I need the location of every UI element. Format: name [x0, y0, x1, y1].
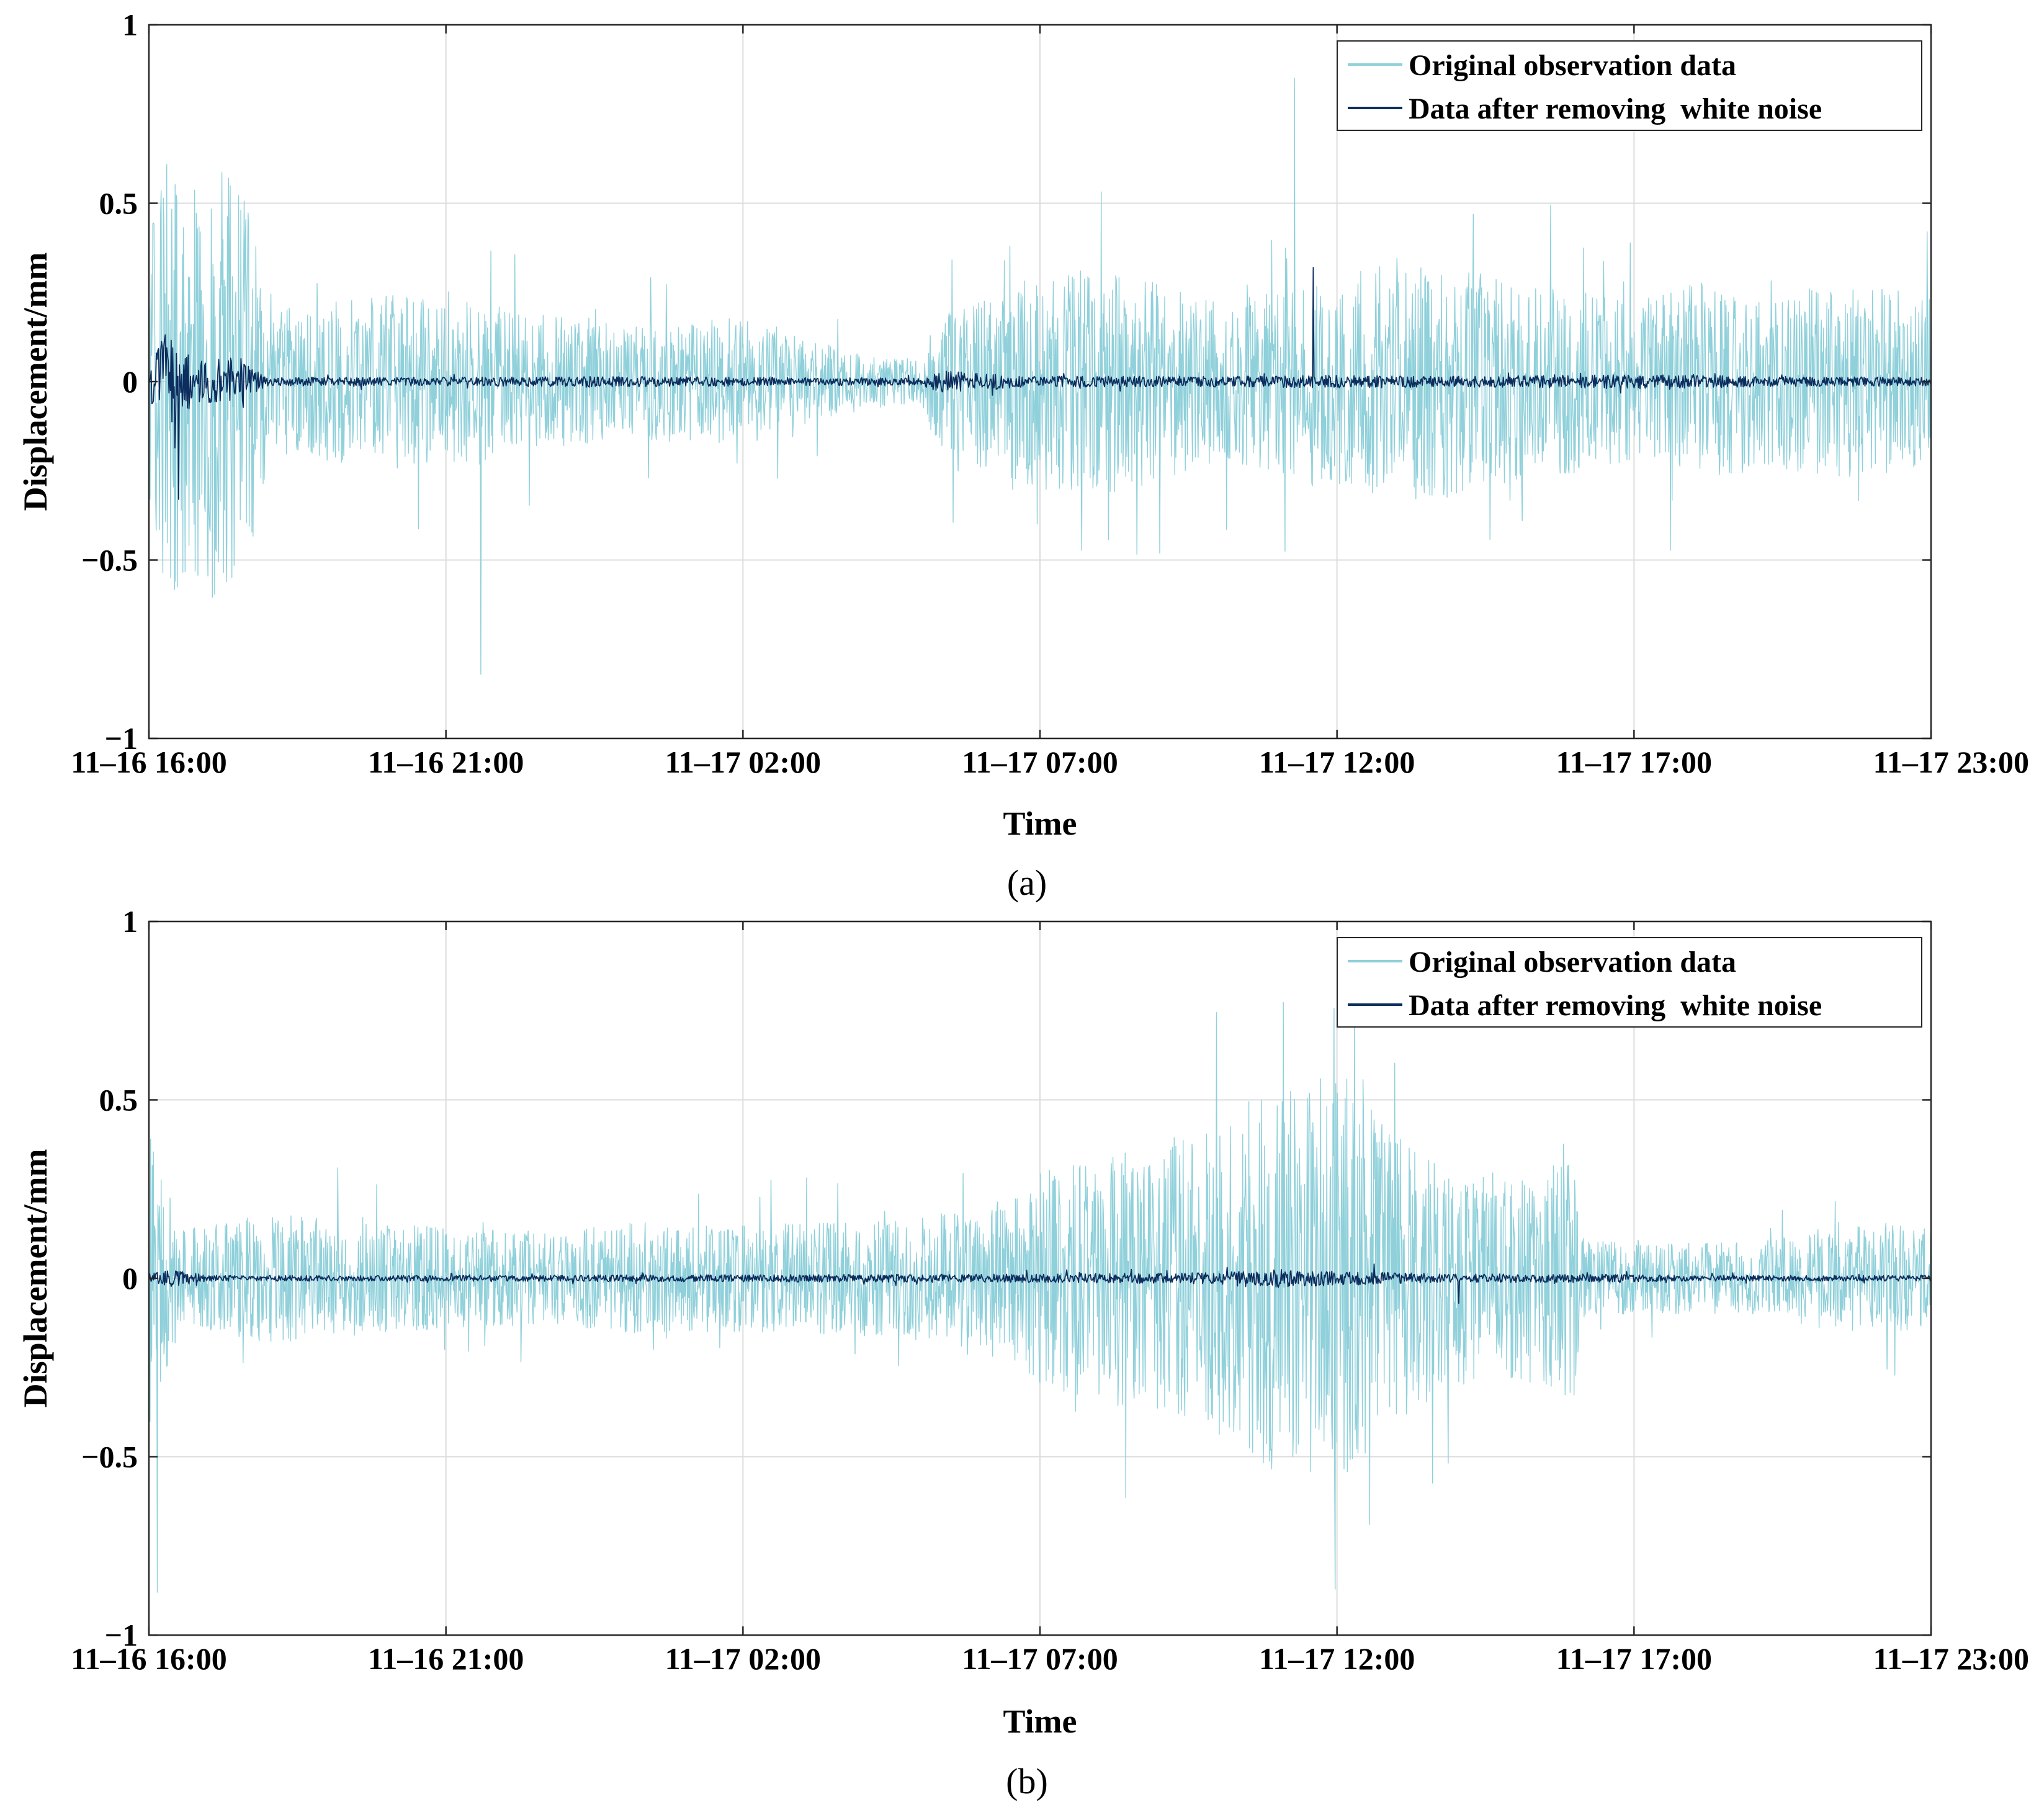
x-tick-label: 11–17 23:00: [1873, 1641, 2029, 1676]
x-tick-label: 11–17 02:00: [665, 1641, 821, 1676]
caption-b: (b): [1006, 1761, 1048, 1801]
caption-a: (a): [1007, 863, 1047, 903]
series-line-original: [148, 967, 1932, 1593]
legend-b: Original observation data Data after rem…: [1337, 937, 1922, 1028]
legend-a: Original observation data Data after rem…: [1337, 40, 1922, 131]
x-ticks-a: 11–16 16:00 11–16 21:00 11–17 02:00 11–17 0…: [71, 25, 2029, 779]
x-tick-label: 11–17 07:00: [962, 1641, 1118, 1676]
y-axis-label-b: Displacement/mm: [17, 1149, 54, 1408]
y-tick-label: 1: [122, 904, 138, 939]
legend-box-a: [1337, 40, 1922, 131]
x-tick-label: 11–17 17:00: [1556, 1641, 1712, 1676]
y-tick-label: −0.5: [81, 1440, 138, 1474]
panel-a: −1 −0.5 0 0.5 1 11–16 16:00 11–16 21:00 11–17 …: [17, 7, 2029, 903]
y-tick-label: 1: [122, 7, 138, 42]
x-tick-label: 11–16 16:00: [71, 745, 226, 779]
x-ticks-b: 11–16 16:00 11–16 21:00 11–17 02:00 11–17 0…: [71, 921, 2029, 1676]
y-tick-label: 0: [122, 364, 138, 399]
y-tick-label: −1: [105, 1618, 138, 1652]
x-tick-label: 11–16 16:00: [71, 1641, 226, 1676]
x-tick-label: 11–17 02:00: [665, 745, 821, 779]
y-axis-label-a: Displacement/mm: [17, 253, 54, 511]
legend-label-original-b: Original observation data: [1409, 946, 1736, 979]
legend-label-denoised-a: Data after removing white noise: [1409, 92, 1822, 125]
x-axis-label-a: Time: [1003, 805, 1077, 842]
y-tick-label: 0: [122, 1261, 138, 1296]
series-line-denoised: [148, 267, 1932, 500]
y-ticks-a: −1 −0.5 0 0.5 1: [81, 7, 1931, 756]
y-tick-label: −1: [105, 721, 138, 756]
x-tick-label: 11–17 12:00: [1259, 745, 1415, 779]
y-ticks-b: −1 −0.5 0 0.5 1: [81, 904, 1931, 1652]
x-tick-label: 11–17 17:00: [1556, 745, 1712, 779]
legend-label-denoised-b: Data after removing white noise: [1409, 989, 1822, 1022]
y-tick-label: 0.5: [99, 186, 138, 221]
series-line-denoised: [148, 1263, 1932, 1304]
legend-box-b: [1337, 937, 1922, 1028]
x-tick-label: 11–16 21:00: [368, 745, 524, 779]
series-b: [148, 967, 1932, 1593]
legend-label-original-a: Original observation data: [1409, 49, 1736, 82]
x-tick-label: 11–17 12:00: [1259, 1641, 1415, 1676]
y-tick-label: −0.5: [81, 543, 138, 578]
y-tick-label: 0.5: [99, 1083, 138, 1118]
x-tick-label: 11–17 23:00: [1873, 745, 2029, 779]
series-line-original: [148, 78, 1932, 675]
x-tick-label: 11–16 21:00: [368, 1641, 524, 1676]
x-axis-label-b: Time: [1003, 1703, 1077, 1740]
panel-b: −1 −0.5 0 0.5 1 11–16 16:00 11–16 21:00 11–17 …: [17, 904, 2029, 1801]
x-tick-label: 11–17 07:00: [962, 745, 1118, 779]
series-a: [148, 78, 1932, 675]
